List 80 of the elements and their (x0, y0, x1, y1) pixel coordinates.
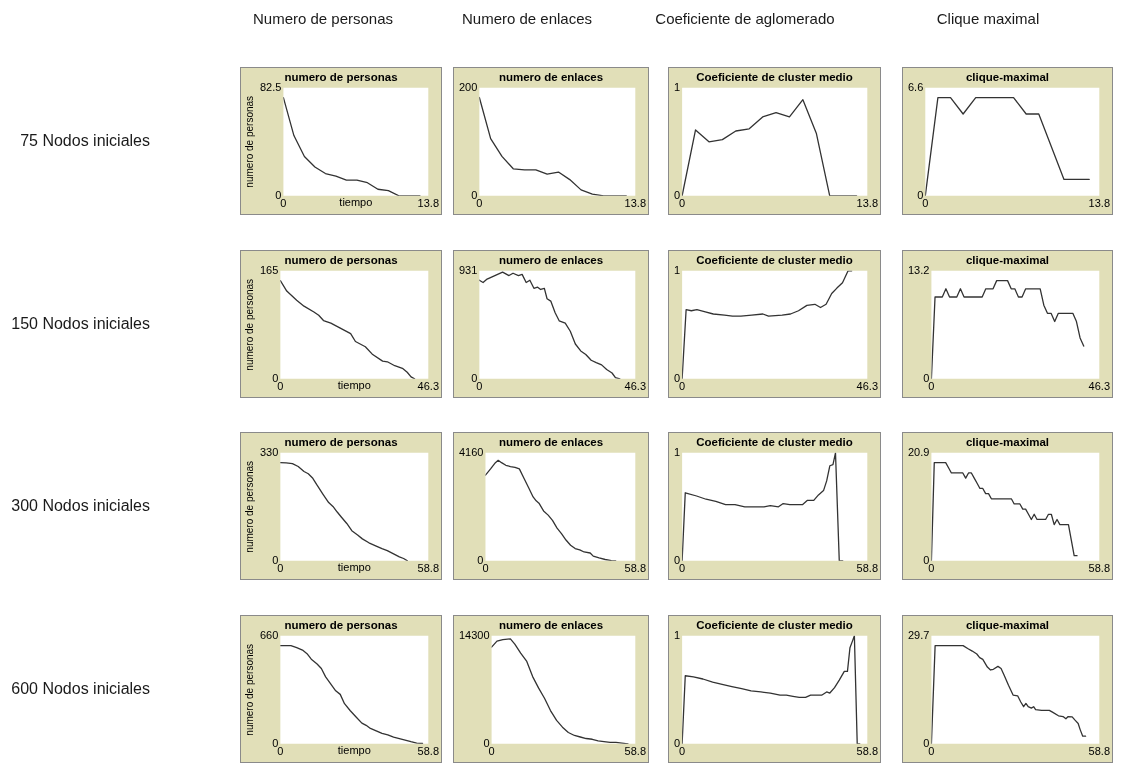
y-tick-label: 0 (477, 553, 484, 566)
y-tick-label: 1 (673, 263, 681, 276)
y-tick-label: 200 (458, 80, 478, 93)
y-tick-label: 14300 (458, 628, 490, 641)
y-tick-label: 1 (673, 628, 681, 641)
chart-title: numero de personas (284, 619, 398, 632)
chart-title: numero de personas (284, 436, 398, 449)
y-tick-label: 1 (673, 80, 681, 93)
y-tick-label: 0 (272, 553, 279, 566)
y-tick-label: 0 (471, 371, 478, 384)
x-tick-label: 58.8 (624, 562, 647, 575)
chart-title: clique-maximal (965, 619, 1050, 632)
chart-title: Coeficiente de cluster medio (696, 254, 853, 267)
chart-title: numero de personas (284, 71, 398, 84)
x-axis-title: tiempo (337, 561, 371, 574)
y-tick-label: 82.5 (259, 80, 282, 93)
y-tick-label: 165 (259, 263, 279, 276)
x-tick-label: 13.8 (1088, 197, 1111, 210)
x-tick-label: 58.8 (856, 745, 879, 758)
x-tick-label: 46.3 (417, 380, 440, 393)
y-tick-label: 4160 (458, 445, 484, 458)
x-tick-label: 58.8 (1088, 745, 1111, 758)
chart-title: numero de personas (284, 254, 398, 267)
text: 75 Nodos iniciales (20, 132, 150, 150)
y-tick-label: 931 (458, 263, 478, 276)
y-tick-label: 29.7 (907, 628, 930, 641)
y-tick-label: 0 (272, 371, 279, 384)
y-tick-label: 660 (259, 628, 279, 641)
y-axis-title: numero de personas (243, 95, 255, 188)
y-tick-label: 6.6 (907, 80, 924, 93)
y-tick-label: 0 (923, 553, 930, 566)
x-tick-label: 46.3 (624, 380, 647, 393)
y-tick-label: 330 (259, 445, 279, 458)
x-tick-label: 58.8 (624, 745, 647, 758)
y-tick-label: 0 (275, 188, 282, 201)
chart-title: Coeficiente de cluster medio (696, 436, 853, 449)
y-axis-title: numero de personas (243, 460, 255, 553)
y-tick-label: 0 (923, 371, 930, 384)
x-tick-label: 58.8 (417, 562, 440, 575)
y-tick-label: 0 (272, 736, 279, 749)
x-tick-label: 13.8 (417, 197, 440, 210)
chart-title: clique-maximal (965, 254, 1050, 267)
x-tick-label: 58.8 (1088, 562, 1111, 575)
chart-title: Coeficiente de cluster medio (696, 71, 853, 84)
text: Coeficiente de aglomerado (655, 10, 835, 27)
x-axis-title: tiempo (339, 196, 373, 209)
x-tick-label: 13.8 (856, 197, 879, 210)
x-tick-label: 58.8 (856, 562, 879, 575)
y-tick-label: 13.2 (907, 263, 930, 276)
text: Clique maximal (936, 10, 1040, 27)
text: 300 Nodos iniciales (11, 497, 150, 515)
y-tick-label: 0 (471, 188, 478, 201)
chart-title: numero de enlaces (498, 436, 604, 449)
y-tick-label: 1 (673, 445, 681, 458)
y-tick-label: 0 (673, 736, 681, 749)
x-tick-label: 13.8 (624, 197, 647, 210)
text: 600 Nodos iniciales (11, 680, 150, 698)
text: Numero de enlaces (461, 10, 593, 27)
y-tick-label: 0 (673, 188, 681, 201)
y-tick-label: 0 (673, 371, 681, 384)
y-axis-title: numero de personas (243, 278, 255, 371)
text: Numero de personas (252, 10, 394, 27)
x-axis-title: tiempo (337, 379, 371, 392)
y-axis-title: numero de personas (243, 643, 255, 736)
chart-title: clique-maximal (965, 71, 1050, 84)
chart-title: numero de enlaces (498, 254, 604, 267)
y-tick-label: 0 (923, 736, 930, 749)
x-tick-label: 58.8 (417, 745, 440, 758)
x-tick-label: 46.3 (856, 380, 879, 393)
y-tick-label: 0 (483, 736, 490, 749)
x-tick-label: 46.3 (1088, 380, 1111, 393)
chart-title: Coeficiente de cluster medio (696, 619, 853, 632)
text: 150 Nodos iniciales (11, 315, 150, 333)
chart-title: clique-maximal (965, 436, 1050, 449)
chart-title: numero de enlaces (498, 619, 604, 632)
x-axis-title: tiempo (337, 744, 371, 757)
y-tick-label: 0 (917, 188, 924, 201)
y-tick-label: 20.9 (907, 445, 930, 458)
y-tick-label: 0 (673, 553, 681, 566)
chart-title: numero de enlaces (498, 71, 604, 84)
